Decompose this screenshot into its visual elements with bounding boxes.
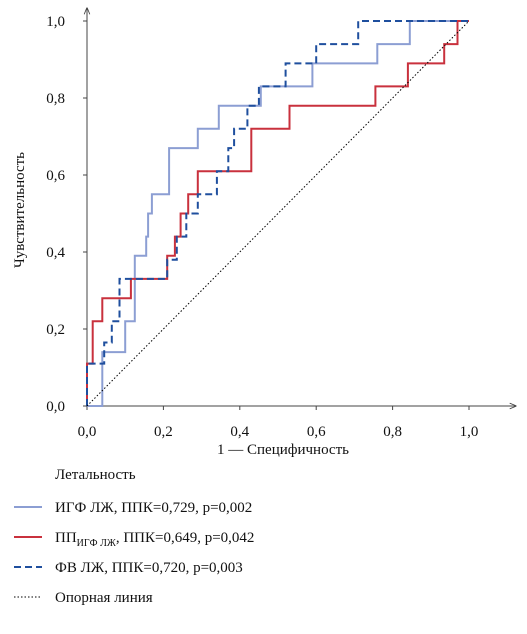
x-tick-label: 0,2: [154, 424, 173, 440]
y-tick-label: 0,8: [46, 91, 65, 107]
x-tick-label: 0,6: [307, 424, 326, 440]
x-tick-label: 0,4: [230, 424, 249, 440]
x-tick-label: 1,0: [460, 424, 479, 440]
y-tick-label: 1,0: [46, 14, 65, 30]
legend-label: ФВ ЛЖ, ППК=0,720, p=0,003: [55, 560, 243, 576]
y-tick-label: 0,2: [46, 322, 65, 338]
legend-subscript: ИГФ ЛЖ: [77, 538, 116, 549]
y-tick-label: 0,0: [46, 399, 65, 415]
x-tick-label: 0,8: [383, 424, 402, 440]
legend-tail: , ППК=0,649, p=0,042: [116, 530, 255, 546]
legend-title: Летальность: [55, 467, 136, 483]
y-tick-label: 0,4: [46, 245, 65, 261]
roc-line: [86, 20, 469, 406]
legend-label: ИГФ ЛЖ, ППК=0,729, p=0,002: [55, 500, 252, 516]
legend-name: ФВ ЛЖ, ППК=0,720, p=0,003: [55, 560, 243, 576]
y-tick-label: 0,6: [46, 168, 65, 184]
roc-line: [87, 20, 469, 407]
x-tick-label: 0,0: [78, 424, 97, 440]
legend-name: Опорная линия: [55, 590, 153, 606]
roc-line: [86, 20, 470, 407]
legend-name: ПП: [55, 530, 77, 546]
legend-label: ППИГФ ЛЖ, ППК=0,649, p=0,042: [55, 530, 254, 549]
y-axis-label: Чувствительность: [12, 152, 28, 268]
legend-name: ИГФ ЛЖ, ППК=0,729, p=0,002: [55, 500, 252, 516]
x-axis-label: 1 — Специфичность: [217, 442, 349, 458]
legend-label: Опорная линия: [55, 590, 153, 606]
roc-line: [86, 20, 469, 406]
